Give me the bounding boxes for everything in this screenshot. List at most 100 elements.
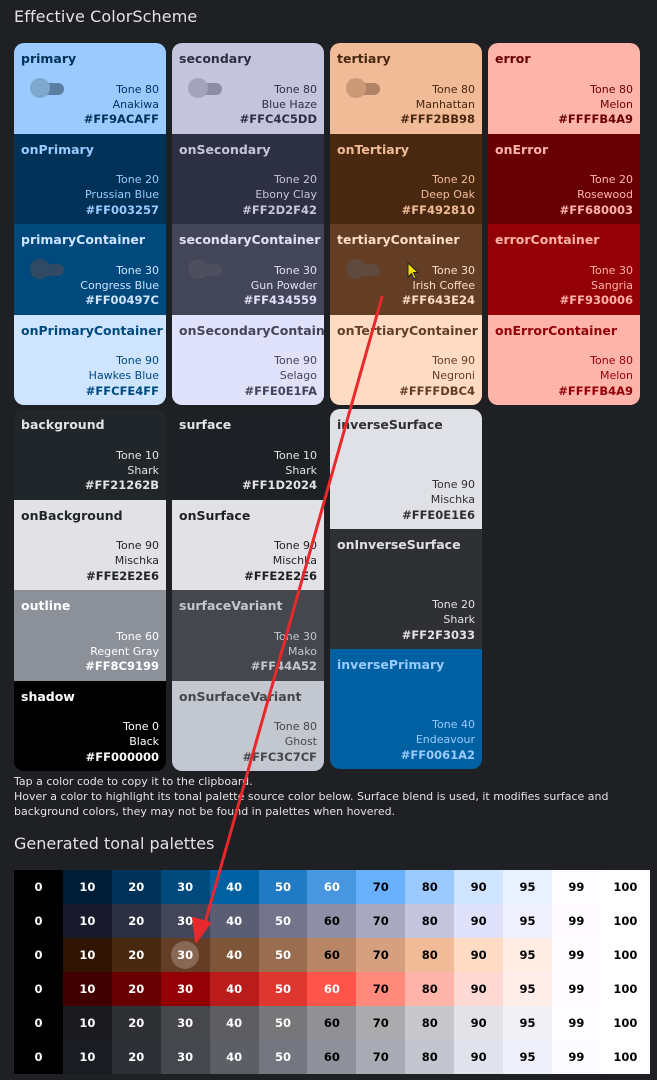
tile-hex-code[interactable]: #FF1D2024 <box>242 478 317 493</box>
palette-cell[interactable]: 50 <box>258 904 308 938</box>
palette-cell[interactable]: 0 <box>14 904 63 938</box>
tile-hex-code[interactable]: #FF643E24 <box>401 293 475 308</box>
palette-cell[interactable]: 20 <box>111 938 161 972</box>
color-tile-secondary-container[interactable]: secondaryContainer Tone 30 Gun Powder #FF43… <box>172 224 324 315</box>
toggle-switch[interactable] <box>30 78 66 98</box>
color-tile-background[interactable]: background Tone 10 Shark #FF21262B <box>14 409 166 500</box>
tile-hex-code[interactable]: #FF003257 <box>85 202 159 217</box>
palette-cell[interactable]: 60 <box>307 938 357 972</box>
toggle-switch[interactable] <box>346 259 382 279</box>
palette-cell[interactable]: 70 <box>356 904 406 938</box>
palette-cell[interactable]: 30 <box>160 1040 210 1074</box>
palette-cell[interactable]: 80 <box>405 938 455 972</box>
palette-cell[interactable]: 40 <box>209 904 259 938</box>
palette-cell[interactable]: 30 <box>160 870 210 904</box>
color-tile-on-error-container[interactable]: onErrorContainer Tone 80 Melon #FFFFB4A9 <box>488 314 640 405</box>
palette-cell[interactable]: 30 <box>160 938 210 972</box>
palette-cell[interactable]: 50 <box>258 972 308 1006</box>
palette-cell[interactable]: 70 <box>356 938 406 972</box>
palette-cell[interactable]: 50 <box>258 938 308 972</box>
palette-cell[interactable]: 30 <box>160 904 210 938</box>
tile-hex-code[interactable]: #FFE0E1FA <box>244 383 318 398</box>
palette-cell[interactable]: 95 <box>503 1006 552 1040</box>
palette-cell[interactable]: 10 <box>62 904 112 938</box>
palette-cell[interactable]: 60 <box>307 1040 357 1074</box>
color-tile-on-secondary-container[interactable]: onSecondaryContainer Tone 90 Selago #FFE0E1… <box>172 314 324 405</box>
tile-hex-code[interactable]: #FF680003 <box>559 202 633 217</box>
palette-cell[interactable]: 20 <box>111 870 161 904</box>
palette-cell[interactable]: 70 <box>356 972 406 1006</box>
palette-cell[interactable]: 0 <box>14 972 63 1006</box>
color-tile-on-secondary[interactable]: onSecondary Tone 20 Ebony Clay #FF2D2F42 <box>172 133 324 224</box>
palette-cell[interactable]: 10 <box>62 1040 112 1074</box>
palette-cell[interactable]: 100 <box>600 1006 650 1040</box>
palette-cell[interactable]: 0 <box>14 870 63 904</box>
palette-cell[interactable]: 95 <box>503 870 552 904</box>
palette-cell[interactable]: 90 <box>454 1006 504 1040</box>
palette-cell[interactable]: 99 <box>551 972 601 1006</box>
tile-hex-code[interactable]: #FFFFB4A9 <box>558 383 633 398</box>
tile-hex-code[interactable]: #FF44A52 <box>250 659 317 674</box>
color-tile-on-error[interactable]: onError Tone 20 Rosewood #FF680003 <box>488 133 640 224</box>
palette-cell[interactable]: 0 <box>14 1006 63 1040</box>
color-tile-on-primary[interactable]: onPrimary Tone 20 Prussian Blue #FF003257 <box>14 133 166 224</box>
palette-cell[interactable]: 70 <box>356 1006 406 1040</box>
tile-hex-code[interactable]: #FF930006 <box>559 293 633 308</box>
tile-hex-code[interactable]: #FF9ACAFF <box>83 112 159 127</box>
color-tile-on-primary-container[interactable]: onPrimaryContainer Tone 90 Hawkes Blue #FFC… <box>14 314 166 405</box>
toggle-switch[interactable] <box>188 78 224 98</box>
palette-cell[interactable]: 99 <box>551 938 601 972</box>
tile-hex-code[interactable]: #FFFFDBC4 <box>399 383 475 398</box>
tile-hex-code[interactable]: #FFE0E1E6 <box>402 507 475 522</box>
toggle-switch[interactable] <box>188 259 224 279</box>
color-tile-on-surface[interactable]: onSurface Tone 90 Mischka #FFE2E2E6 <box>172 499 324 590</box>
color-tile-error-container[interactable]: errorContainer Tone 30 Sangria #FF930006 <box>488 224 640 315</box>
palette-cell[interactable]: 40 <box>209 870 259 904</box>
palette-cell[interactable]: 70 <box>356 1040 406 1074</box>
palette-cell[interactable]: 0 <box>14 1040 63 1074</box>
tile-hex-code[interactable]: #FF492810 <box>401 202 475 217</box>
palette-cell[interactable]: 10 <box>62 870 112 904</box>
palette-cell[interactable]: 10 <box>62 938 112 972</box>
palette-cell[interactable]: 30 <box>160 1006 210 1040</box>
palette-cell[interactable]: 10 <box>62 972 112 1006</box>
palette-cell[interactable]: 95 <box>503 1040 552 1074</box>
palette-cell[interactable]: 99 <box>551 1006 601 1040</box>
tile-hex-code[interactable]: #FF2D2F42 <box>242 202 317 217</box>
palette-cell[interactable]: 40 <box>209 1006 259 1040</box>
palette-cell[interactable]: 10 <box>62 1006 112 1040</box>
palette-cell[interactable]: 50 <box>258 870 308 904</box>
color-tile-shadow[interactable]: shadow Tone 0 Black #FF000000 <box>14 680 166 771</box>
color-tile-on-surface-variant[interactable]: onSurfaceVariant Tone 80 Ghost #FFC3C7CF <box>172 680 324 771</box>
palette-cell[interactable]: 60 <box>307 1006 357 1040</box>
tile-hex-code[interactable]: #FFC3C7CF <box>242 749 317 764</box>
palette-cell[interactable]: 100 <box>600 972 650 1006</box>
palette-cell[interactable]: 90 <box>454 1040 504 1074</box>
palette-cell[interactable]: 60 <box>307 972 357 1006</box>
palette-cell[interactable]: 30 <box>160 972 210 1006</box>
palette-cell[interactable]: 0 <box>14 938 63 972</box>
palette-cell[interactable]: 20 <box>111 972 161 1006</box>
palette-cell[interactable]: 20 <box>111 1040 161 1074</box>
tile-hex-code[interactable]: #FF21262B <box>84 478 159 493</box>
palette-cell[interactable]: 80 <box>405 972 455 1006</box>
palette-cell[interactable]: 80 <box>405 904 455 938</box>
color-tile-primary-container[interactable]: primaryContainer Tone 30 Congress Blue #FF0… <box>14 224 166 315</box>
palette-cell[interactable]: 95 <box>503 904 552 938</box>
palette-cell[interactable]: 80 <box>405 870 455 904</box>
palette-cell[interactable]: 60 <box>307 870 357 904</box>
tile-hex-code[interactable]: #FFF2BB98 <box>400 112 475 127</box>
palette-cell[interactable]: 70 <box>356 870 406 904</box>
palette-cell[interactable]: 20 <box>111 1006 161 1040</box>
tile-hex-code[interactable]: #FF00497C <box>85 293 159 308</box>
tile-hex-code[interactable]: #FF8C9199 <box>85 659 159 674</box>
palette-cell[interactable]: 95 <box>503 938 552 972</box>
palette-cell[interactable]: 80 <box>405 1006 455 1040</box>
color-tile-on-tertiary[interactable]: onTertiary Tone 20 Deep Oak #FF492810 <box>330 133 482 224</box>
toggle-switch[interactable] <box>346 78 382 98</box>
color-tile-on-tertiary-container[interactable]: onTertiaryContainer Tone 90 Negroni #FFFFDB… <box>330 314 482 405</box>
palette-cell[interactable]: 90 <box>454 904 504 938</box>
color-tile-surface-variant[interactable]: surfaceVariant Tone 30 Mako #FF44A52 <box>172 590 324 681</box>
palette-cell[interactable]: 100 <box>600 870 650 904</box>
palette-cell[interactable]: 40 <box>209 1040 259 1074</box>
